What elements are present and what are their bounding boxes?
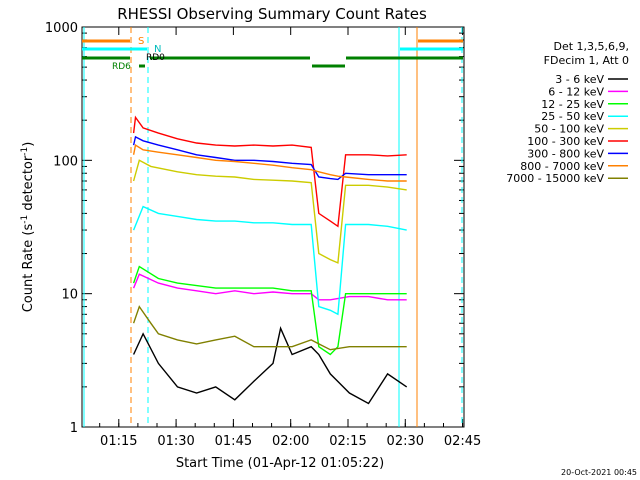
legend-title-line-2: FDecim 1, Att 0 [544,54,629,67]
x-tick-label: 02:45 [444,434,481,449]
x-tick-label: 02:00 [272,434,309,449]
legend-label: 300 - 800 keV [527,147,604,160]
y-axis-label-part1: Count Rate (s [21,224,36,313]
series-group [132,115,408,405]
series-line-7 [132,143,407,182]
series-line-1 [132,273,407,301]
annotation-rd6: RD6 [112,62,131,72]
legend: Det 1,3,5,6,9, FDecim 1, Att 0 3 - 6 keV… [506,40,629,185]
y-axis-label-sup1: -1 [20,215,30,224]
legend-label: 25 - 50 keV [541,110,604,123]
y-tick-label: 1 [70,421,78,436]
x-tick-label: 01:30 [157,434,194,449]
footer-timestamp: 20-Oct-2021 00:45 [561,468,637,477]
y-tick-label: 100 [53,154,78,169]
x-tick-label: 01:15 [100,434,137,449]
plot-frame [81,26,465,428]
legend-label: 3 - 6 keV [555,73,604,86]
legend-label: 6 - 12 keV [548,85,604,98]
legend-label: 50 - 100 keV [534,123,604,136]
legend-label: 7000 - 15000 keV [506,172,604,185]
y-tick-label: 10 [61,288,78,303]
y-axis-label-sup2: -1 [20,147,30,156]
annotation-rd0: RD0 [146,53,165,63]
series-line-5 [132,115,407,228]
x-tick-label: 01:45 [215,434,252,449]
flag-bars [82,39,463,68]
x-axis-label: Start Time (01-Apr-12 01:05:22) [176,456,384,471]
y-axis-ticks: 1 10 100 1000 [45,21,464,436]
legend-label: 12 - 25 keV [541,98,604,111]
y-axis-label: Count Rate (s-1 detector-1) [20,142,36,313]
event-lines [83,27,463,427]
series-line-2 [132,265,407,356]
annotation-night: N [154,44,161,55]
series-line-4 [132,159,407,264]
annotation-saa: S [138,36,144,47]
series-line-0 [132,326,408,405]
series-line-3 [132,205,407,316]
chart-title: RHESSI Observing Summary Count Rates [117,5,427,23]
legend-label: 100 - 300 keV [527,135,604,148]
legend-label: 800 - 7000 keV [520,160,604,173]
legend-title-line-1: Det 1,3,5,6,9, [553,40,629,53]
x-axis-ticks: 01:15 01:30 01:45 02:00 02:15 02:30 02:45 [99,27,481,449]
series-line-6 [132,135,407,181]
y-tick-label: 1000 [45,21,78,36]
x-tick-label: 02:15 [329,434,366,449]
y-axis-label-part2: detector [21,155,36,215]
y-axis-label-part3: ) [21,142,36,147]
series-line-8 [132,305,407,351]
x-tick-label: 02:30 [387,434,424,449]
